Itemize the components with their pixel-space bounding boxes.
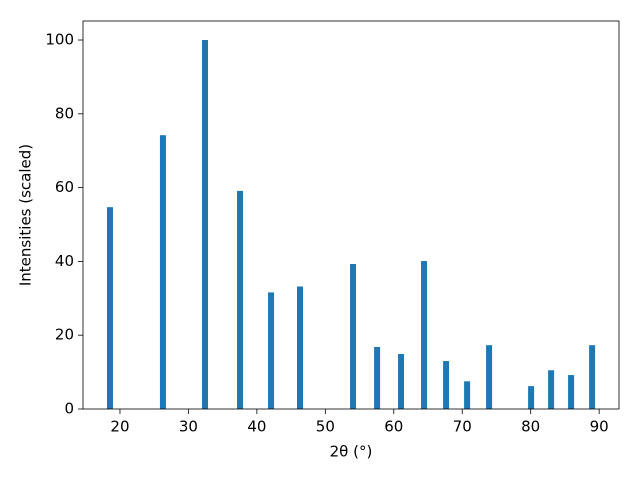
y-tick-label: 60: [55, 178, 74, 196]
y-axis-label: Intensities (scaled): [17, 144, 35, 286]
bar: [237, 190, 244, 409]
bar: [350, 263, 357, 409]
bar: [398, 354, 405, 409]
bar: [486, 345, 493, 409]
y-tick-label: 40: [55, 252, 74, 270]
x-axis-label: 2θ (°): [330, 443, 373, 461]
x-tick-label: 40: [247, 418, 266, 436]
x-tick-label: 60: [384, 418, 403, 436]
x-tick-label: 50: [316, 418, 335, 436]
x-tick-label: 20: [110, 418, 129, 436]
x-tick-label: 90: [590, 418, 609, 436]
x-tick-label: 80: [521, 418, 540, 436]
x-tick-label: 30: [179, 418, 198, 436]
bar: [159, 135, 166, 409]
bar: [589, 345, 596, 409]
bar: [568, 375, 575, 409]
plot-frame: [82, 20, 620, 410]
bar: [443, 361, 450, 409]
x-tick-label: 70: [453, 418, 472, 436]
bar: [548, 370, 555, 409]
bar: [106, 207, 113, 409]
y-tick-label: 100: [45, 31, 74, 49]
bar: [374, 347, 381, 409]
y-tick-label: 0: [64, 400, 74, 418]
bar: [201, 40, 208, 410]
bar: [268, 292, 275, 409]
bar: [297, 286, 304, 409]
bar: [464, 381, 471, 409]
bar: [421, 261, 428, 409]
bar: [528, 386, 535, 409]
y-tick-label: 80: [55, 104, 74, 122]
y-tick-label: 20: [55, 326, 74, 344]
